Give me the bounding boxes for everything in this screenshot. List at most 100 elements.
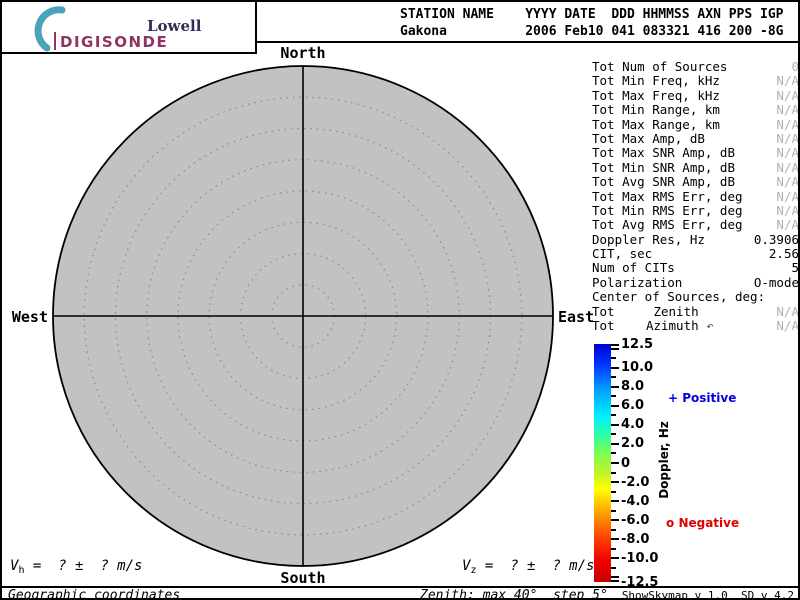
- colorbar-tick-label: 2.0: [621, 437, 644, 450]
- colorbar-tick: [611, 433, 616, 435]
- info-row: TotAzimuth ↶N/A: [592, 319, 799, 333]
- colorbar-tick-label: 6.0: [621, 399, 644, 412]
- colorbar-tick: [611, 491, 616, 493]
- info-row-value: N/A: [776, 103, 799, 117]
- info-row-value: N/A: [776, 319, 799, 333]
- colorbar-tick: [611, 386, 619, 388]
- status-zenith-range: Zenith: max 40° step 5°: [420, 588, 608, 600]
- info-row: Tot Min Range, km N/A: [592, 103, 799, 117]
- showskymap-window: Lowell DIGISONDE STATION NAME YYYY DATE …: [0, 0, 800, 600]
- legend-positive-label: Positive: [682, 391, 736, 405]
- colorbar-tick-label: 8.0: [621, 380, 644, 393]
- station-header-row1: STATION NAME YYYY DATE DDD HHMMSS AXN PP…: [400, 7, 784, 22]
- colorbar-tick: [611, 348, 619, 350]
- colorbar-tick: [611, 548, 616, 550]
- info-row-label: Tot Min SNR Amp, dB: [592, 161, 735, 175]
- colorbar-tick: [611, 567, 616, 569]
- info-row: Tot Max Amp, dB N/A: [592, 132, 799, 146]
- colorbar-tick: [611, 500, 619, 502]
- info-row-value: N/A: [776, 204, 799, 218]
- status-coordinates: Geographic coordinates: [8, 588, 180, 600]
- colorbar-tick: [611, 443, 619, 445]
- colorbar-tick: [611, 481, 619, 483]
- info-row-value: 2.56: [769, 247, 799, 261]
- info-row-label: Tot Min RMS Err, deg: [592, 204, 743, 218]
- info-row-label: Tot Avg SNR Amp, dB: [592, 175, 735, 189]
- logo-accent-bar: [54, 32, 56, 50]
- info-row: Tot Max SNR Amp, dB N/A: [592, 146, 799, 160]
- info-row-value: N/A: [776, 89, 799, 103]
- info-row-value: N/A: [776, 218, 799, 232]
- colorbar-tick-label: -12.5: [621, 576, 658, 589]
- info-row-label: Tot Max Range, km: [592, 118, 720, 132]
- info-row-label: Doppler Res, Hz: [592, 233, 705, 247]
- direction-label-north: North: [263, 44, 343, 62]
- colorbar-tick: [611, 557, 619, 559]
- lowell-digisonde-logo: Lowell DIGISONDE: [2, 2, 257, 54]
- doppler-colorbar: [594, 344, 611, 582]
- info-row-value: N/A: [776, 161, 799, 175]
- colorbar-tick-label: 12.5: [621, 338, 653, 351]
- colorbar-tick-label: -4.0: [621, 495, 649, 508]
- plus-marker-icon: +: [668, 391, 678, 405]
- info-row: Num of CITs5: [592, 261, 799, 275]
- colorbar-tick: [611, 424, 619, 426]
- legend-negative: o Negative: [666, 516, 739, 530]
- info-row-label: Tot Min Freq, kHz: [592, 74, 720, 88]
- colorbar-tick: [611, 452, 616, 454]
- info-row-value: 0.3906: [754, 233, 799, 247]
- direction-label-south: South: [263, 569, 343, 587]
- legend-negative-label: Negative: [678, 516, 739, 530]
- info-row-value: N/A: [776, 74, 799, 88]
- colorbar-tick: [611, 414, 616, 416]
- colorbar-tick: [611, 344, 619, 346]
- info-row: Tot Max Range, kmN/A: [592, 118, 799, 132]
- colorbar-tick: [611, 395, 616, 397]
- circle-marker-icon: o: [666, 516, 674, 530]
- info-row-value: N/A: [776, 305, 799, 319]
- station-header-row2: Gakona 2006 Feb10 041 083321 416 200 -8G: [400, 24, 784, 39]
- info-row-label: Num of CITs: [592, 261, 675, 275]
- info-row: Doppler Res, Hz 0.3906: [592, 233, 799, 247]
- info-row-label: CIT, sec: [592, 247, 652, 261]
- colorbar-tick: [611, 529, 616, 531]
- info-row: Tot Avg SNR Amp, dBN/A: [592, 175, 799, 189]
- info-row-label: Polarization: [592, 276, 682, 290]
- info-row-label: Tot Max SNR Amp, dB: [592, 146, 735, 160]
- info-row-label: Tot Max Amp, dB: [592, 132, 705, 146]
- info-panel: Tot Num of Sources0Tot Min Freq, kHzN/AT…: [592, 60, 799, 333]
- info-row-value: N/A: [776, 132, 799, 146]
- info-row-label: Tot Max RMS Err, deg: [592, 190, 743, 204]
- info-row-value: O-mode: [754, 276, 799, 290]
- info-row-value: N/A: [776, 146, 799, 160]
- colorbar-tick: [611, 538, 619, 540]
- colorbar-tick: [611, 376, 616, 378]
- colorbar-tick-label: -8.0: [621, 533, 649, 546]
- colorbar-ticks: [611, 344, 621, 582]
- info-row-value: N/A: [776, 190, 799, 204]
- colorbar-tick-label: -10.0: [621, 552, 658, 565]
- horizontal-velocity-label: Vh = ? ± ? m/s: [10, 558, 142, 574]
- info-row: Tot Max RMS Err, deg N/A: [592, 190, 799, 204]
- mouse-cursor-icon: ↶: [699, 318, 714, 333]
- info-row: Tot Num of Sources0: [592, 60, 799, 74]
- info-row-sublabel: Azimuth ↶: [646, 319, 714, 333]
- colorbar-tick: [611, 472, 616, 474]
- colorbar-tick: [611, 510, 616, 512]
- vertical-velocity-label: Vz = ? ± ? m/s: [462, 558, 594, 574]
- direction-label-east: East: [558, 308, 618, 326]
- colorbar-tick-label: -2.0: [621, 476, 649, 489]
- station-header: STATION NAME YYYY DATE DDD HHMMSS AXN PP…: [400, 6, 784, 40]
- colorbar-tick-label: 10.0: [621, 361, 653, 374]
- colorbar-tick-label: -6.0: [621, 514, 649, 527]
- info-row: Center of Sources, deg:: [592, 290, 799, 304]
- logo-text-digisonde: DIGISONDE: [60, 33, 168, 51]
- colorbar-tick-label: 0: [621, 457, 630, 470]
- info-row-label: Tot Max Freq, kHz: [592, 89, 720, 103]
- info-row: CIT, sec 2.56: [592, 247, 799, 261]
- colorbar-tick-label: 4.0: [621, 418, 644, 431]
- info-row: Tot Min RMS Err, deg N/A: [592, 204, 799, 218]
- info-row-label: Tot Min Range, km: [592, 103, 720, 117]
- skymap-plot: [51, 64, 555, 568]
- info-row-label: Tot Avg RMS Err, deg: [592, 218, 743, 232]
